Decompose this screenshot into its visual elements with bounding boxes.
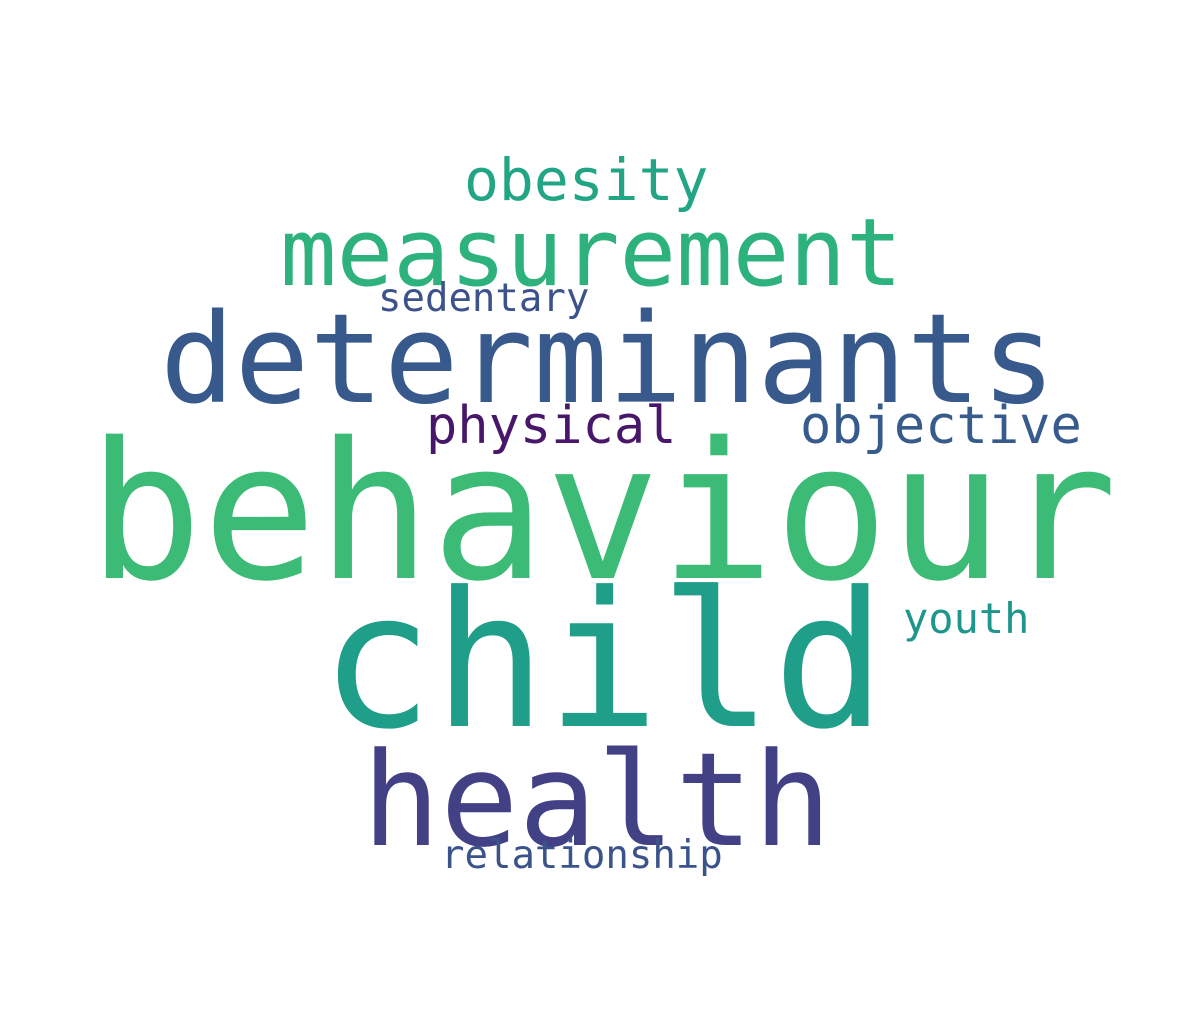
- word-measurement: measurement: [280, 199, 903, 308]
- word-determinants: determinants: [160, 288, 1056, 432]
- word-obesity: obesity: [464, 146, 709, 214]
- word-relationship: relationship: [441, 833, 723, 878]
- word-child: child: [320, 552, 886, 771]
- word-health: health: [362, 724, 832, 876]
- word-behaviour: behaviour: [88, 402, 1118, 623]
- word-sedentary: sedentary: [378, 276, 590, 321]
- word-youth: youth: [903, 594, 1030, 643]
- word-objective: objective: [800, 396, 1082, 456]
- word-physical: physical: [426, 396, 677, 456]
